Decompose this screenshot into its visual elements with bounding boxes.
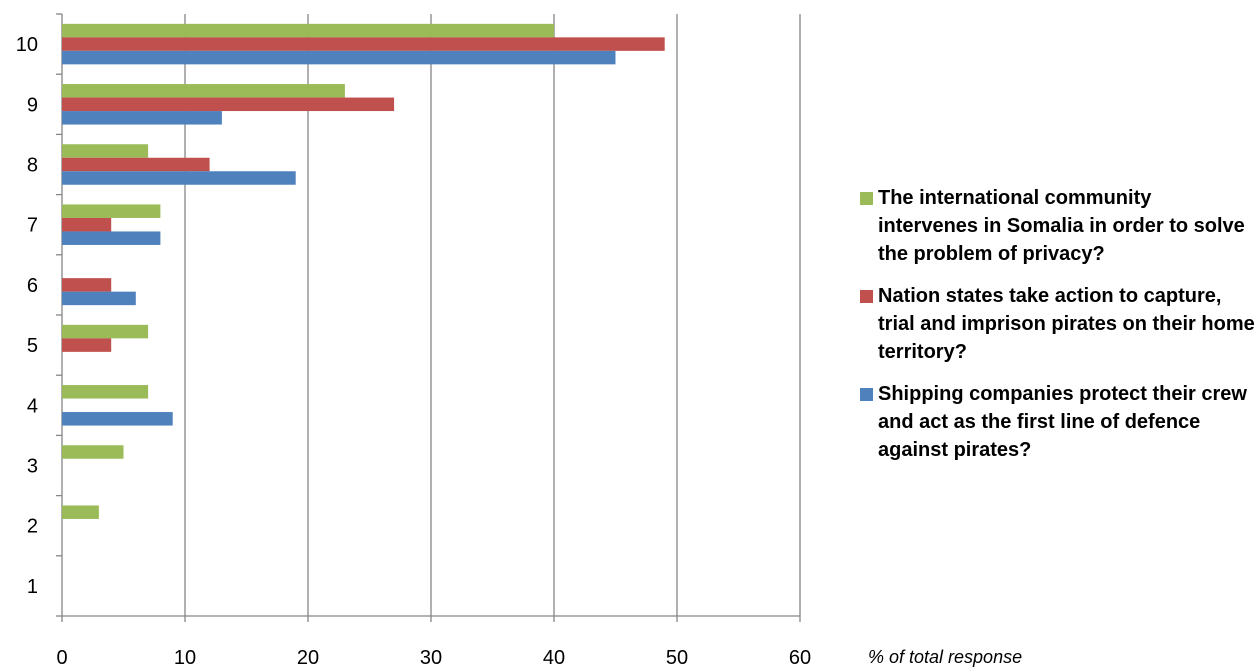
bar: [62, 338, 112, 352]
x-tick-label: 0: [56, 647, 67, 668]
y-tick-label: 10: [16, 34, 38, 56]
bar: [62, 385, 149, 399]
y-tick-label: 3: [27, 456, 38, 478]
y-tick-label: 7: [27, 215, 38, 237]
bar: [62, 97, 395, 112]
legend-label: Shipping companies protect their crew an…: [878, 383, 1247, 461]
bar: [62, 50, 616, 65]
x-tick-label: 40: [543, 647, 565, 668]
legend-item-nation-states: Nation states take action to capture, tr…: [860, 282, 1256, 366]
legend-swatch-blue: [860, 388, 873, 401]
legend-label: Nation states take action to capture, tr…: [878, 285, 1255, 363]
y-tick-label: 2: [27, 516, 38, 538]
bar: [62, 171, 296, 185]
bar: [62, 144, 149, 158]
x-tick-label: 60: [789, 647, 811, 668]
bar: [62, 37, 665, 51]
bar: [62, 217, 112, 232]
bar: [62, 291, 136, 306]
y-tick-label: 6: [27, 275, 38, 297]
legend-swatch-red: [860, 290, 873, 303]
x-tick-label: 10: [174, 647, 196, 668]
x-axis-label: % of total response: [868, 647, 1022, 667]
bar: [62, 412, 173, 426]
bar: [62, 157, 210, 172]
x-tick-label: 20: [297, 647, 319, 668]
bar: [62, 204, 161, 218]
bar: [62, 505, 99, 519]
x-tick-label: 30: [420, 647, 442, 668]
x-tick-label: 50: [666, 647, 688, 668]
bar: [62, 278, 112, 292]
y-tick-label: 5: [27, 335, 38, 357]
y-tick-label: 8: [27, 155, 38, 177]
bar: [62, 84, 345, 98]
y-tick-label: 4: [27, 395, 38, 417]
legend-item-international-community: The international community intervenes i…: [860, 184, 1256, 268]
bar: [62, 324, 149, 339]
y-tick-label: 1: [27, 576, 38, 598]
bar: [62, 111, 222, 125]
legend-item-shipping-companies: Shipping companies protect their crew an…: [860, 380, 1256, 464]
bar: [62, 231, 161, 245]
bar: [62, 23, 554, 38]
bar: [62, 445, 124, 459]
legend-swatch-green: [860, 192, 873, 205]
legend-label: The international community intervenes i…: [878, 187, 1245, 265]
legend: The international community intervenes i…: [860, 184, 1256, 478]
y-tick-label: 9: [27, 94, 38, 116]
